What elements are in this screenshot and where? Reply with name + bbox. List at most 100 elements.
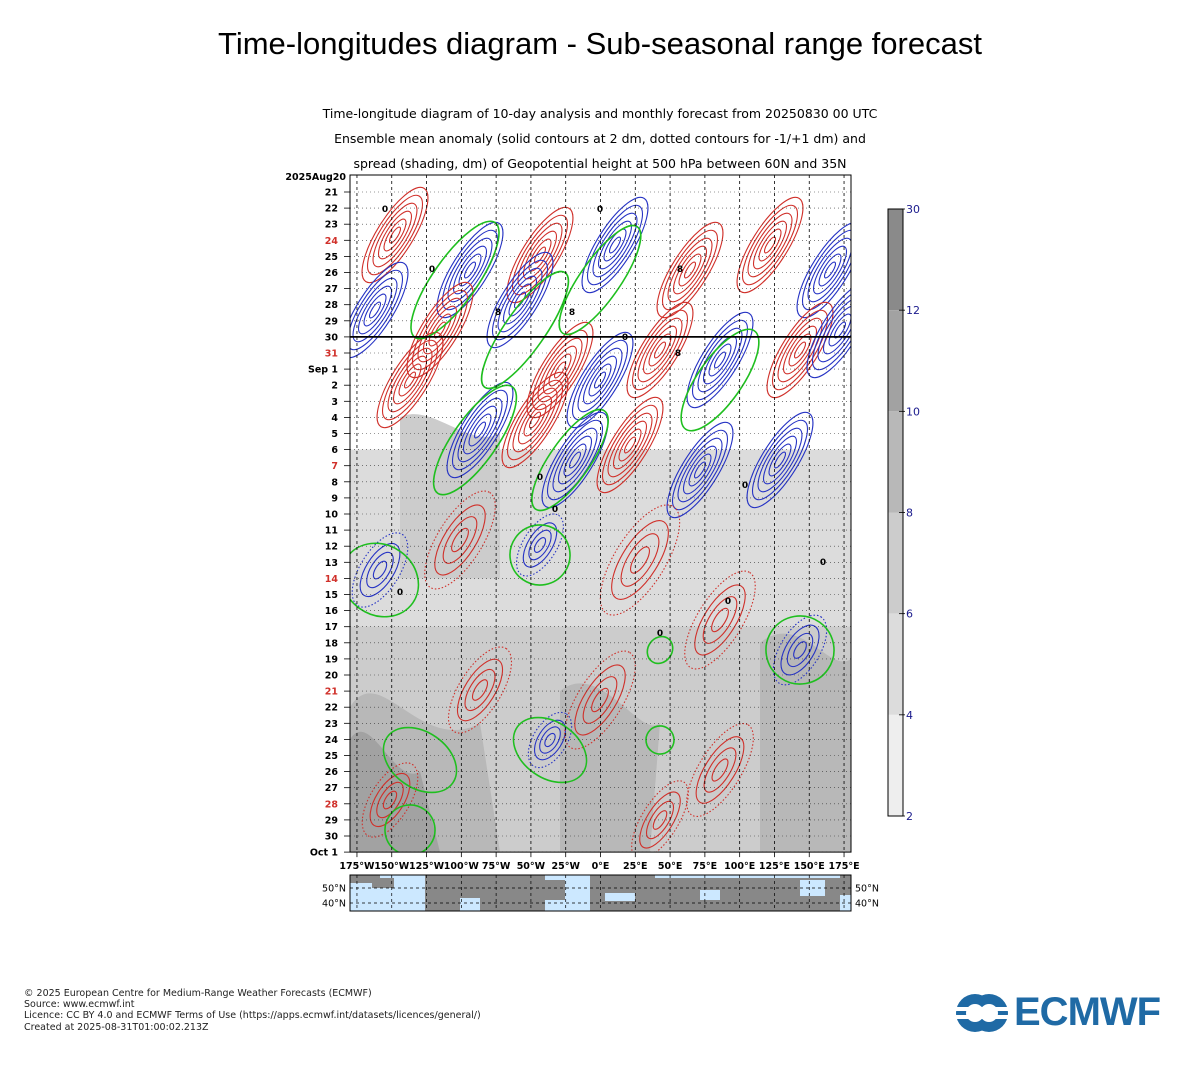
spread-shade-region [760, 633, 851, 853]
negative-anomaly-contour [533, 537, 547, 553]
negative-anomaly-contour [457, 397, 503, 463]
zero-anomaly-contour [645, 725, 675, 755]
negative-anomaly-contour [452, 245, 488, 295]
y-axis-tick-label: 8 [331, 477, 338, 488]
map-gulf [460, 898, 480, 911]
negative-anomaly-contour [692, 319, 748, 401]
negative-anomaly-contour [533, 719, 567, 761]
map-mediterranean [605, 893, 635, 901]
y-axis-tick-label: 18 [325, 638, 339, 649]
positive-anomaly-contour [652, 810, 668, 830]
zero-anomaly-contour [480, 270, 570, 390]
positive-anomaly-contour [523, 403, 547, 437]
positive-anomaly-contour [428, 313, 452, 347]
positive-anomaly-contour [412, 289, 468, 371]
positive-anomaly-contour [702, 596, 738, 644]
negative-anomaly-contour [762, 435, 798, 485]
negative-anomaly-contour [780, 624, 820, 676]
y-axis-tick-label: 28 [325, 799, 339, 810]
positive-anomaly-contour [662, 229, 718, 311]
positive-anomaly-contour [522, 230, 558, 280]
y-axis-tick-label: 31 [325, 349, 338, 360]
positive-anomaly-contour [376, 331, 444, 429]
positive-anomaly-contour [367, 194, 423, 276]
negative-anomaly-contour [786, 632, 814, 668]
y-axis-tick-label: 26 [325, 268, 339, 279]
positive-anomaly-contour [788, 333, 812, 367]
positive-anomaly-contour [464, 668, 496, 712]
negative-anomaly-contour [806, 281, 851, 379]
colorbar-segment [888, 310, 903, 412]
zero-anomaly-contour [558, 224, 642, 336]
positive-anomaly-contour [683, 261, 697, 279]
positive-anomaly-contour [742, 204, 798, 286]
negative-dotted-contour [351, 532, 409, 608]
negative-anomaly-contour [807, 237, 851, 303]
contour-value-label: 8 [675, 349, 681, 359]
positive-anomaly-contour [711, 607, 729, 633]
x-axis-tick-label: 75°W [482, 861, 511, 872]
positive-anomaly-contour [383, 218, 407, 252]
plot-body: 0 0 0 0 0 0 0 0 8 8 8 8 0 0 0 [350, 175, 851, 853]
contour-value-label: 8 [495, 308, 501, 318]
negative-anomaly-contour [552, 427, 598, 493]
positive-anomaly-contour [582, 676, 618, 724]
colorbar-segment [888, 411, 903, 513]
colorbar-tick-label: 12 [906, 304, 920, 317]
positive-anomaly-contour [623, 436, 637, 454]
positive-anomaly-contour [517, 395, 553, 445]
y-axis-tick-label: 9 [331, 493, 338, 504]
positive-dotted-contour [684, 570, 756, 670]
positive-anomaly-contour [777, 317, 823, 383]
y-axis-tick-label: 10 [325, 510, 339, 521]
contour-value-label: 0 [429, 265, 435, 275]
negative-anomaly-contour [363, 293, 387, 327]
positive-anomaly-contour [456, 658, 504, 722]
map-caspian [700, 890, 720, 900]
y-axis-tick-label: 30 [325, 332, 339, 343]
negative-anomaly-contour [539, 726, 561, 754]
map-land-mass [350, 875, 380, 883]
positive-anomaly-contour [406, 281, 474, 379]
colorbar-segment [888, 613, 903, 715]
negative-anomaly-contour [568, 451, 582, 469]
negative-anomaly-contour [352, 277, 398, 343]
positive-anomaly-contour [388, 226, 402, 244]
negative-anomaly-contour [473, 421, 487, 439]
positive-anomaly-contour [434, 504, 486, 576]
positive-anomaly-contour [392, 355, 428, 405]
y-axis-tick-label: 17 [325, 622, 338, 633]
positive-anomaly-contour [653, 341, 667, 359]
positive-anomaly-contour [626, 301, 694, 399]
negative-anomaly-contour [357, 285, 393, 335]
positive-anomaly-contour [398, 363, 422, 397]
negative-anomaly-contour [350, 269, 403, 351]
negative-anomaly-contour [572, 339, 628, 421]
zero-anomaly-contour [765, 615, 835, 685]
y-axis-tick-label: 19 [325, 654, 338, 665]
negative-anomaly-contour [757, 427, 803, 493]
positive-anomaly-contour [537, 337, 583, 403]
positive-anomaly-contour [736, 196, 804, 294]
negative-anomaly-contour [592, 212, 638, 278]
negative-anomaly-contour [582, 355, 618, 405]
map-latitude-label-left: 50°N [322, 884, 346, 895]
ecmwf-logo: ECMWF [954, 990, 1178, 1034]
y-axis-tick-label: 20 [325, 671, 339, 682]
y-axis-tick-label: 22 [325, 703, 338, 714]
negative-anomaly-contour [752, 419, 808, 501]
negative-anomaly-contour [462, 405, 498, 455]
positive-anomaly-contour [361, 186, 429, 284]
positive-anomaly-contour [451, 527, 469, 553]
zero-anomaly-contour [384, 804, 436, 853]
negative-anomaly-contour [677, 437, 723, 503]
y-axis-tick-label: 29 [325, 815, 338, 826]
y-axis-tick-label: 7 [331, 461, 338, 472]
y-axis-tick-label: 30 [325, 832, 339, 843]
positive-anomaly-contour [574, 664, 626, 736]
positive-anomaly-contour [747, 212, 793, 278]
zero-anomaly-contour [350, 542, 420, 618]
y-axis-tick-label: 14 [325, 574, 339, 585]
negative-anomaly-contour [773, 451, 787, 469]
y-axis-tick-label: 16 [325, 606, 339, 617]
